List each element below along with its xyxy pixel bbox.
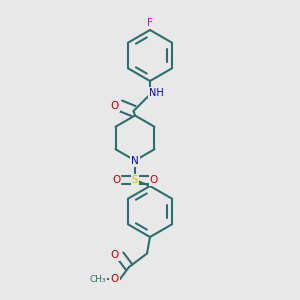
Text: O: O [110,100,119,111]
Text: O: O [110,274,119,284]
Text: F: F [147,17,153,28]
Text: NH: NH [149,88,164,98]
Text: N: N [131,156,139,167]
Text: O: O [110,250,119,260]
Text: CH₃: CH₃ [89,274,106,284]
Text: O: O [112,175,120,185]
Text: O: O [150,175,158,185]
Text: S: S [132,175,138,185]
